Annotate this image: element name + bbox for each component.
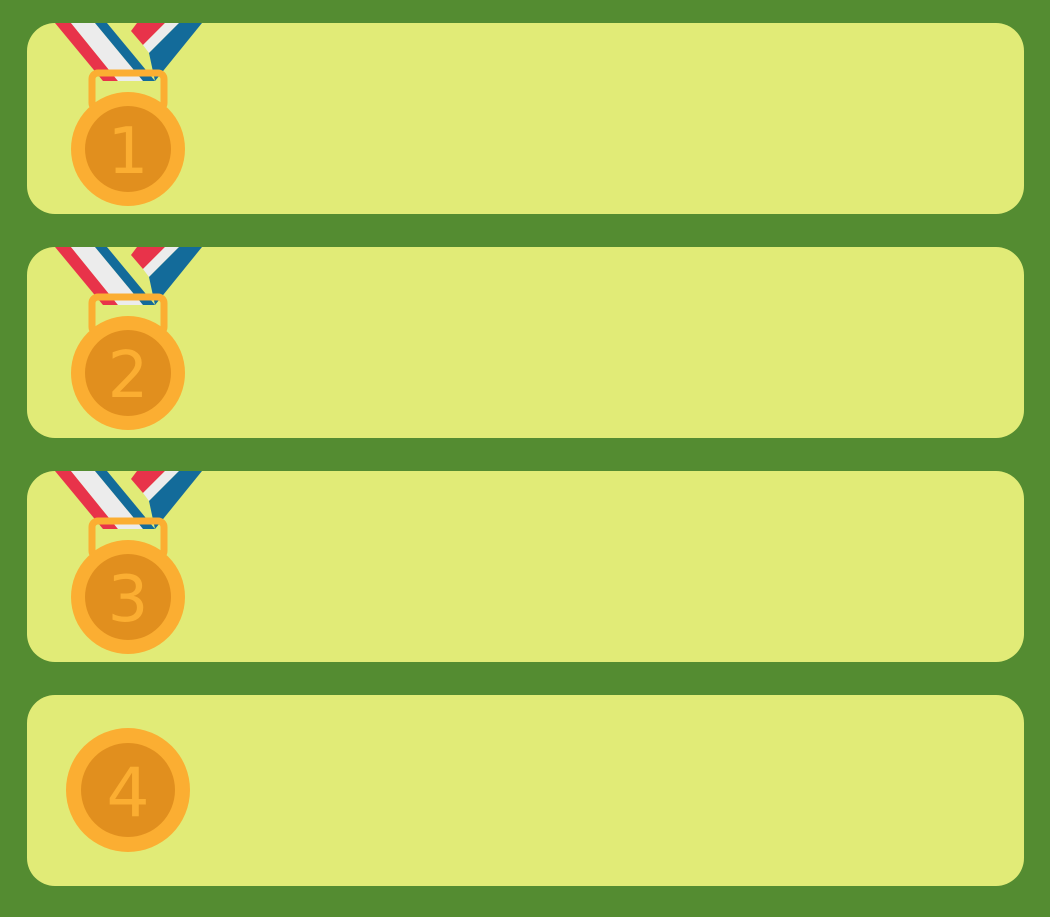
ribbon-icon bbox=[55, 247, 202, 305]
ribbon-icon bbox=[55, 23, 202, 81]
medal-number: 3 bbox=[108, 563, 149, 637]
medal-number: 1 bbox=[108, 115, 149, 189]
medal-icon: 1 bbox=[27, 23, 227, 214]
rank-card-2[interactable]: 2 bbox=[27, 247, 1024, 438]
rank-card-4[interactable]: 4 bbox=[27, 695, 1024, 886]
medal-icon: 2 bbox=[27, 247, 227, 438]
ribbon-icon bbox=[55, 471, 202, 529]
medal-icon: 4 bbox=[27, 695, 227, 886]
medal-number: 2 bbox=[108, 339, 149, 413]
medal-icon: 3 bbox=[27, 471, 227, 662]
rank-card-3[interactable]: 3 bbox=[27, 471, 1024, 662]
medal-number: 4 bbox=[106, 754, 149, 833]
rank-card-1[interactable]: 1 bbox=[27, 23, 1024, 214]
